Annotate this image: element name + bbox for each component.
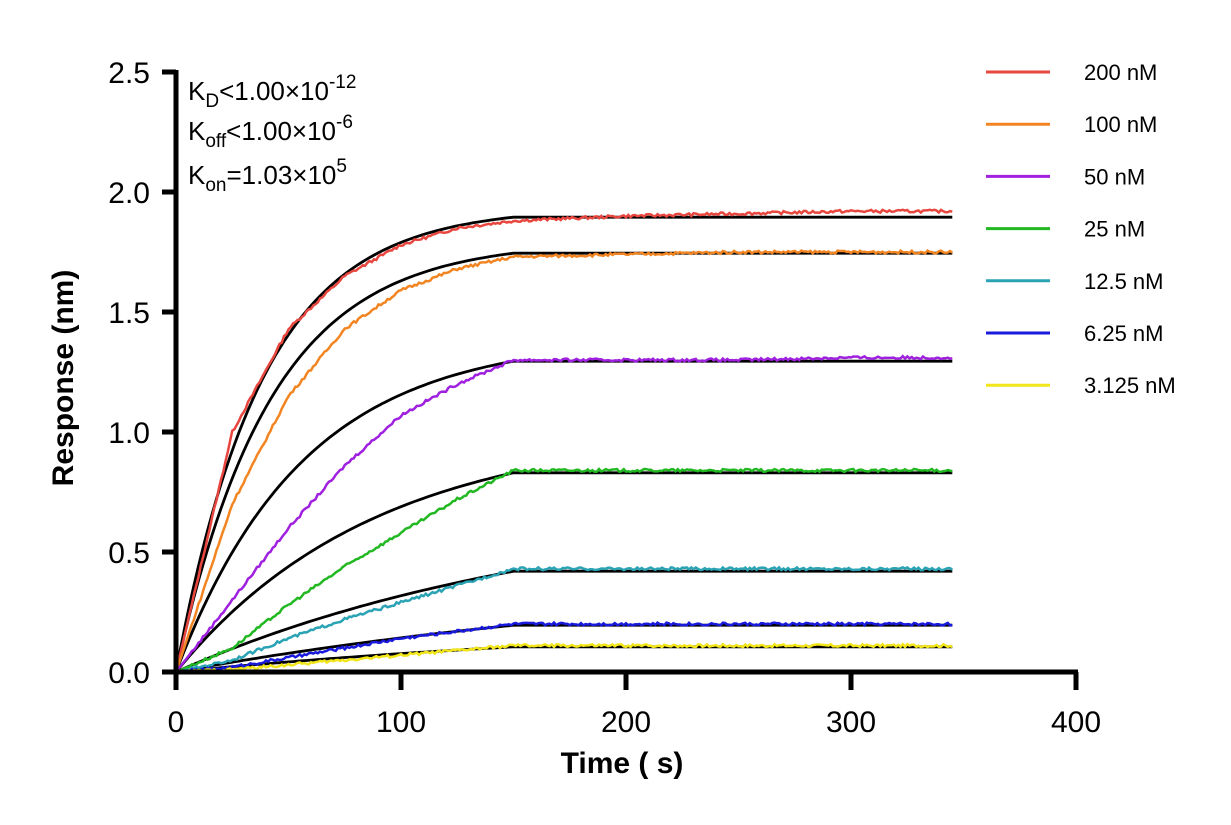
x-ticks: 0 100 200 300 400 xyxy=(168,672,1101,739)
data-series xyxy=(174,208,954,674)
series-line xyxy=(174,248,954,673)
x-axis-title: Time ( s) xyxy=(561,747,684,780)
fit-line xyxy=(175,645,953,674)
series-line xyxy=(175,565,954,674)
series-line xyxy=(175,467,953,674)
kd-annotation: KD<1.00×10-12 xyxy=(188,72,356,112)
koff-annotation: Koff<1.00×10-6 xyxy=(188,112,353,152)
x-tick-label: 300 xyxy=(826,706,876,739)
fit-line xyxy=(174,471,953,673)
series-line xyxy=(175,354,953,673)
legend-label: 3.125 nM xyxy=(1084,373,1176,398)
fit-line xyxy=(174,251,953,673)
x-tick-label: 100 xyxy=(376,706,426,739)
y-axis-title: Response (nm) xyxy=(47,270,80,487)
y-tick-label: 2.0 xyxy=(108,177,150,210)
legend-label: 6.25 nM xyxy=(1084,321,1164,346)
series-line xyxy=(175,642,953,674)
legend: 200 nM 100 nM 50 nM 25 nM 12.5 nM 6.25 nM 3.12… xyxy=(986,60,1176,398)
series-line xyxy=(174,208,953,673)
legend-label: 12.5 nM xyxy=(1084,269,1164,294)
kon-annotation: Kon=1.03×105 xyxy=(188,156,347,196)
series-line xyxy=(175,620,953,674)
legend-label: 50 nM xyxy=(1084,164,1145,189)
y-tick-label: 1.0 xyxy=(108,417,150,450)
fit-line xyxy=(174,359,953,673)
x-tick-label: 400 xyxy=(1051,706,1101,739)
y-tick-label: 1.5 xyxy=(108,297,150,330)
legend-label: 100 nM xyxy=(1084,112,1157,137)
y-tick-label: 2.5 xyxy=(108,57,150,90)
fit-line xyxy=(174,215,953,673)
x-tick-label: 200 xyxy=(601,706,651,739)
y-ticks: 0.0 0.5 1.0 1.5 2.0 2.5 xyxy=(108,57,176,690)
y-tick-label: 0.0 xyxy=(108,657,150,690)
y-tick-label: 0.5 xyxy=(108,537,150,570)
legend-label: 200 nM xyxy=(1084,60,1157,85)
legend-label: 25 nM xyxy=(1084,217,1145,242)
x-tick-label: 0 xyxy=(168,706,185,739)
